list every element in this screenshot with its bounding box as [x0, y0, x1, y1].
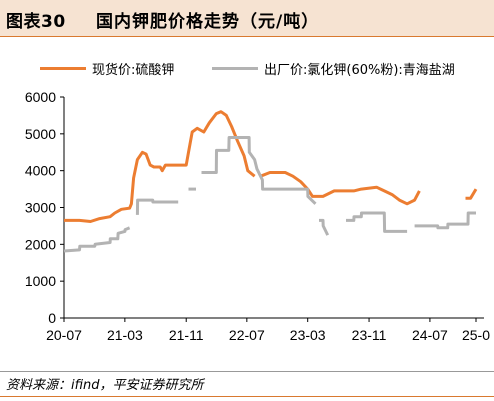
chart-title: 国内钾肥价格走势（元/吨）: [96, 12, 320, 32]
title-divider: [0, 36, 494, 37]
bottom-divider: [0, 396, 494, 397]
y-tick-label: 5000: [25, 126, 56, 142]
series-factory-line: [319, 218, 330, 236]
series-factory-line: [201, 136, 317, 205]
x-tick-label: 24-07: [412, 327, 448, 343]
series-factory-line: [346, 211, 408, 233]
legend-label-factory: 出厂价:氯化钾(60%粉):青海盐湖: [264, 63, 455, 78]
series-spot-line: [465, 188, 478, 200]
y-tick-label: 4000: [25, 163, 56, 179]
series-factory-line: [63, 226, 131, 253]
source-divider: [0, 371, 494, 372]
series-factory-line: [135, 198, 179, 215]
x-tick-label: 21-03: [107, 327, 143, 343]
y-tick-label: 0: [48, 310, 56, 326]
y-tick-label: 6000: [25, 89, 56, 105]
series-factory-line: [414, 211, 476, 230]
legend-label-spot: 现货价:硫酸钾: [92, 63, 175, 78]
title-bar: [0, 0, 494, 36]
source-note: 资料来源：ifind，平安证券研究所: [6, 378, 204, 393]
legend-swatch-factory: [212, 67, 258, 70]
x-tick-label: 21-11: [169, 327, 204, 343]
series-spot-line: [64, 110, 256, 223]
x-tick-label: 23-03: [290, 327, 326, 343]
legend-item-factory: 出厂价:氯化钾(60%粉):青海盐湖: [212, 59, 455, 78]
legend-item-spot: 现货价:硫酸钾: [40, 59, 174, 78]
x-tick-label: 20-07: [46, 327, 82, 343]
legend-swatch-spot: [40, 67, 86, 70]
y-tick-label: 2000: [25, 236, 56, 252]
x-tick-label: 23-11: [352, 327, 387, 343]
y-tick-label: 3000: [25, 200, 56, 216]
figure-label: 图表30: [6, 12, 66, 32]
x-tick-label: 25-0: [462, 327, 490, 343]
chart-legend: 现货价:硫酸钾 出厂价:氯化钾(60%粉):青海盐湖: [0, 59, 494, 79]
line-chart: 0 1000 2000 3000 4000 5000 6000 20-07 21-03 21-11…: [25, 89, 490, 343]
y-tick-label: 1000: [25, 273, 56, 289]
x-tick-label: 22-07: [229, 327, 265, 343]
series-spot-line: [260, 171, 421, 206]
